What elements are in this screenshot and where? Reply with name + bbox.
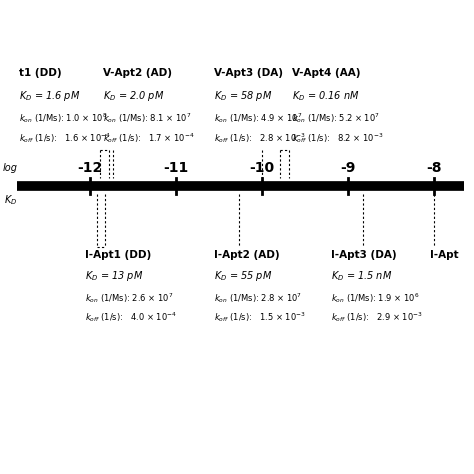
Text: $K_D$ = 58 pM: $K_D$ = 58 pM <box>214 89 273 103</box>
Text: I-Apt2 (AD): I-Apt2 (AD) <box>214 250 280 260</box>
Text: $k_{off}$ (1/s):   1.6 × 10$^{-4}$: $k_{off}$ (1/s): 1.6 × 10$^{-4}$ <box>19 131 111 145</box>
Text: $k_{on}$ (1/Ms): 2.8 × 10$^{7}$: $k_{on}$ (1/Ms): 2.8 × 10$^{7}$ <box>214 292 303 305</box>
Text: $k_{on}$ (1/Ms): 2.6 × 10$^{7}$: $k_{on}$ (1/Ms): 2.6 × 10$^{7}$ <box>85 292 174 305</box>
Text: $k_{off}$ (1/s):   8.2 × 10$^{-3}$: $k_{off}$ (1/s): 8.2 × 10$^{-3}$ <box>292 131 383 145</box>
Text: $k_{on}$ (1/Ms): 4.9 × 10$^{7}$: $k_{on}$ (1/Ms): 4.9 × 10$^{7}$ <box>214 111 303 125</box>
Text: V-Apt3 (DA): V-Apt3 (DA) <box>214 68 283 78</box>
Text: log: log <box>2 164 18 173</box>
Text: V-Apt2 (AD): V-Apt2 (AD) <box>102 68 172 78</box>
Text: -9: -9 <box>340 161 356 174</box>
Text: $K_D$ = 1.6 pM: $K_D$ = 1.6 pM <box>19 89 81 103</box>
Text: $k_{off}$ (1/s):   2.8 × 10$^{-3}$: $k_{off}$ (1/s): 2.8 × 10$^{-3}$ <box>214 131 306 145</box>
Text: $k_{on}$ (1/Ms): 1.9 × 10$^{6}$: $k_{on}$ (1/Ms): 1.9 × 10$^{6}$ <box>331 292 419 305</box>
Text: $K_D$ = 13 pM: $K_D$ = 13 pM <box>85 269 144 283</box>
Text: I-Apt: I-Apt <box>429 250 458 260</box>
Text: I-Apt3 (DA): I-Apt3 (DA) <box>331 250 396 260</box>
Text: $k_{on}$ (1/Ms): 8.1 × 10$^{7}$: $k_{on}$ (1/Ms): 8.1 × 10$^{7}$ <box>102 111 191 125</box>
Text: -12: -12 <box>77 161 102 174</box>
Text: t1 (DD): t1 (DD) <box>19 68 62 78</box>
Text: $K_D$ = 55 pM: $K_D$ = 55 pM <box>214 269 273 283</box>
Text: I-Apt1 (DD): I-Apt1 (DD) <box>85 250 152 260</box>
Text: $k_{off}$ (1/s):   1.5 × 10$^{-3}$: $k_{off}$ (1/s): 1.5 × 10$^{-3}$ <box>214 310 306 324</box>
Text: $k_{on}$ (1/Ms): 5.2 × 10$^{7}$: $k_{on}$ (1/Ms): 5.2 × 10$^{7}$ <box>292 111 380 125</box>
Text: $K_D$: $K_D$ <box>4 193 18 207</box>
Text: V-Apt4 (AA): V-Apt4 (AA) <box>292 68 360 78</box>
Text: -11: -11 <box>163 161 188 174</box>
Text: $K_D$ = 1.5 nM: $K_D$ = 1.5 nM <box>331 269 392 283</box>
Text: $k_{off}$ (1/s):   1.7 × 10$^{-4}$: $k_{off}$ (1/s): 1.7 × 10$^{-4}$ <box>102 131 194 145</box>
Text: $k_{on}$ (1/Ms): 1.0 × 10$^{8}$: $k_{on}$ (1/Ms): 1.0 × 10$^{8}$ <box>19 111 108 125</box>
Text: $K_D$ = 2.0 pM: $K_D$ = 2.0 pM <box>102 89 164 103</box>
Text: -10: -10 <box>249 161 274 174</box>
Text: $k_{off}$ (1/s):   2.9 × 10$^{-3}$: $k_{off}$ (1/s): 2.9 × 10$^{-3}$ <box>331 310 423 324</box>
Text: $K_D$ = 0.16 nM: $K_D$ = 0.16 nM <box>292 89 359 102</box>
Text: $k_{off}$ (1/s):   4.0 × 10$^{-4}$: $k_{off}$ (1/s): 4.0 × 10$^{-4}$ <box>85 310 177 324</box>
Text: -8: -8 <box>426 161 442 174</box>
